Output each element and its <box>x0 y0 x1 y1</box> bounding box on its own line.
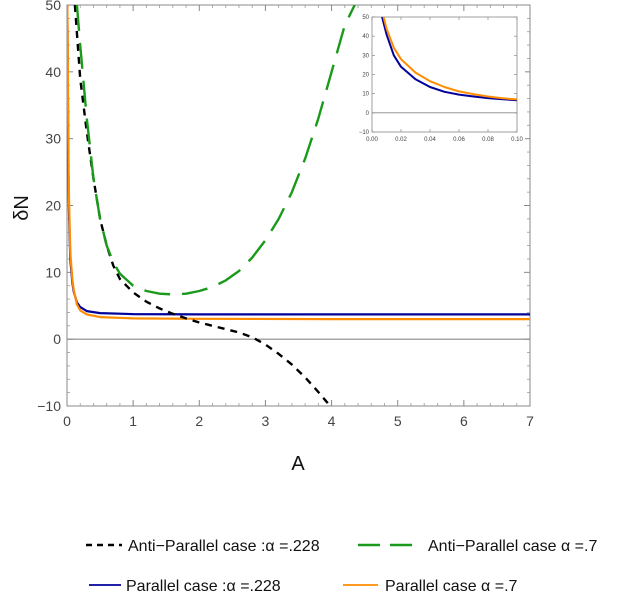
legend-label-1: Anti−Parallel case α =.7 <box>428 538 597 555</box>
x-tick-label: 6 <box>460 413 468 429</box>
x-tick-label: 4 <box>328 413 336 429</box>
inset-plot: 0.00 0.02 0.04 0.06 0.08 0.10 −10 0 10 20 30 40 50 <box>352 13 525 150</box>
inset-x-tick-label: 0.00 <box>366 137 378 143</box>
inset-x-tick-label: 0.06 <box>453 137 465 143</box>
inset-x-tick-label: 0.04 <box>424 137 436 143</box>
inset-x-tick-label: 0.10 <box>511 137 523 143</box>
y-tick-label: −10 <box>37 398 61 414</box>
y-axis-title: δN <box>11 195 33 221</box>
y-tick-label: 10 <box>45 264 61 280</box>
x-axis-title: A <box>291 453 305 475</box>
legend-label-0: Anti−Parallel case :α =.228 <box>128 538 320 555</box>
legend-label-3: Parallel case α =.7 <box>385 578 518 595</box>
inset-x-tick-label: 0.08 <box>482 137 494 143</box>
x-tick-label: 3 <box>262 413 270 429</box>
y-tick-label: 50 <box>45 0 61 13</box>
y-tick-label: 20 <box>45 198 61 214</box>
inset-y-tick-label: 10 <box>362 92 369 98</box>
inset-series-line-1 <box>382 17 517 101</box>
y-tick-label: 40 <box>45 64 61 80</box>
legend: Anti−Parallel case :α =.228 Anti−Paralle… <box>86 538 597 595</box>
y-tick-label: 30 <box>45 131 61 147</box>
legend-label-2: Parallel case :α =.228 <box>126 578 281 595</box>
series-line-1 <box>75 5 356 296</box>
x-tick-label: 1 <box>129 413 137 429</box>
inset-y-tick-label: −10 <box>359 130 370 136</box>
inset-y-tick-label: 0 <box>366 111 370 117</box>
x-tick-label: 0 <box>63 413 71 429</box>
inset-x-tick-label: 0.02 <box>395 137 407 143</box>
inset-y-tick-label: 30 <box>362 53 369 59</box>
x-tick-label: 5 <box>394 413 402 429</box>
inset-y-tick-label: 40 <box>362 34 369 40</box>
x-tick-label: 7 <box>526 413 534 429</box>
series-line-3 <box>67 5 530 321</box>
inset-series-line-0 <box>381 17 517 102</box>
x-tick-label: 2 <box>195 413 203 429</box>
inset-y-tick-label: 50 <box>362 15 369 21</box>
inset-y-tick-label: 20 <box>362 73 369 79</box>
inset-background <box>352 13 525 150</box>
y-tick-label: 0 <box>53 331 61 347</box>
